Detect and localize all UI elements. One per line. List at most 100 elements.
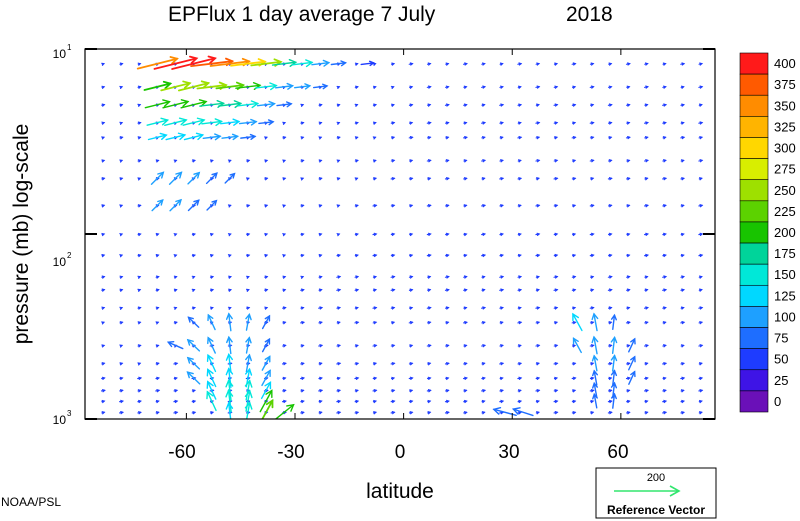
flux-vector	[264, 275, 269, 279]
flux-vector	[191, 288, 196, 292]
flux-vector	[517, 320, 523, 325]
flux-vector	[119, 233, 124, 237]
flux-vector	[164, 117, 188, 126]
flux-vector	[166, 341, 184, 350]
flux-vector	[119, 275, 124, 279]
colorbar-swatch	[739, 369, 769, 392]
flux-vector	[336, 159, 341, 163]
flux-vector	[300, 306, 305, 310]
flux-vector	[590, 103, 595, 107]
flux-vector	[137, 253, 142, 258]
flux-vector	[626, 204, 631, 208]
flux-vector	[680, 376, 686, 380]
x-tick-label-minus30: -30	[277, 442, 304, 463]
flux-vector	[264, 136, 268, 140]
flux-vector	[662, 177, 668, 181]
flux-vector	[137, 389, 142, 393]
flux-vector	[499, 362, 505, 366]
flux-vector	[680, 288, 685, 292]
flux-vector	[245, 353, 252, 373]
flux-vector	[300, 344, 305, 348]
flux-vector	[553, 389, 559, 393]
chart-title-year: 2018	[566, 3, 613, 26]
flux-vector	[191, 399, 197, 404]
flux-vector	[662, 85, 667, 89]
flux-vector	[698, 389, 704, 393]
flux-vector	[246, 253, 251, 258]
flux-vector	[300, 204, 305, 208]
flux-vector	[137, 362, 142, 366]
axis-ticks	[85, 48, 715, 420]
flux-vector	[282, 136, 287, 140]
flux-vector	[137, 85, 142, 89]
flux-vector	[227, 233, 232, 237]
flux-vector	[372, 159, 377, 163]
flux-vector	[517, 121, 522, 125]
flux-vector	[137, 376, 143, 380]
flux-vector	[662, 362, 668, 366]
flux-vector	[607, 288, 613, 292]
y-axis-label: pressure (mb) log-scale	[10, 124, 33, 345]
flux-vector	[206, 353, 217, 373]
flux-vector	[336, 177, 341, 181]
flux-vector	[571, 253, 577, 258]
flux-vector	[318, 232, 323, 237]
flux-vector	[607, 306, 613, 310]
flux-vector	[390, 275, 396, 279]
flux-vector	[354, 136, 359, 140]
flux-vector	[171, 55, 217, 70]
flux-vector	[553, 159, 559, 163]
flux-vector	[300, 411, 305, 415]
flux-vector	[300, 320, 306, 325]
flux-vector	[571, 362, 577, 366]
flux-vector	[119, 254, 124, 258]
flux-vector	[571, 62, 577, 66]
flux-vector	[625, 62, 631, 66]
flux-vector	[390, 306, 396, 310]
flux-vector	[101, 362, 106, 366]
flux-vector	[336, 344, 342, 348]
flux-vector	[481, 389, 487, 393]
flux-vector	[276, 101, 293, 108]
flux-vector	[282, 121, 287, 125]
flux-vector	[517, 62, 523, 66]
flux-vector	[354, 232, 359, 237]
flux-vector	[372, 344, 378, 348]
flux-vector	[499, 204, 504, 208]
flux-vector	[224, 172, 236, 184]
flux-vector	[261, 398, 274, 419]
colorbar-swatch	[739, 284, 769, 307]
flux-vector	[151, 199, 164, 212]
flux-vector	[589, 376, 595, 380]
flux-vector	[662, 321, 667, 325]
flux-vector	[318, 177, 323, 181]
flux-vector	[173, 306, 178, 310]
flux-vector	[680, 103, 685, 107]
flux-vector	[202, 133, 222, 141]
svg-text:10: 10	[53, 413, 67, 427]
flux-vector	[610, 335, 618, 355]
flux-vector	[662, 232, 667, 237]
flux-vector	[225, 312, 233, 332]
flux-vector	[463, 159, 468, 163]
flux-vector	[591, 312, 599, 332]
flux-vector	[390, 288, 396, 292]
flux-vector	[481, 62, 486, 66]
flux-vector	[173, 362, 179, 366]
y-tick-label-10: 10 1	[53, 43, 72, 61]
flux-vector	[258, 119, 275, 126]
flux-vector	[698, 136, 704, 140]
flux-vector	[409, 344, 414, 348]
flux-vector	[607, 121, 613, 125]
flux-vector	[625, 135, 631, 140]
flux-vector	[291, 59, 314, 68]
flux-vector	[481, 275, 486, 279]
flux-vector	[662, 344, 667, 348]
flux-vector	[119, 103, 124, 107]
flux-vector	[101, 288, 106, 292]
flux-vector	[318, 275, 323, 279]
flux-vector	[336, 362, 342, 366]
svg-text:2: 2	[67, 251, 72, 260]
flux-vector	[191, 306, 196, 310]
flux-vector	[589, 306, 595, 310]
